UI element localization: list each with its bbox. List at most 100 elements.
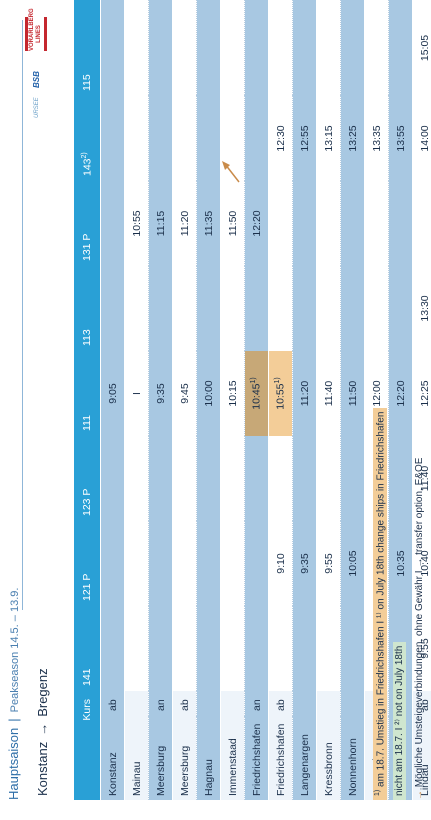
- departure-time: [172, 0, 197, 96]
- departure-time: [244, 436, 269, 521]
- station-row: Kressbronn 9:55 11:40 13:15: [316, 0, 341, 800]
- departure-time: 13:30: [412, 266, 431, 351]
- course-113: 113: [74, 266, 101, 351]
- station-row: Meersburg ab 9:45 11:20: [172, 0, 197, 800]
- departure-time: 11:50: [340, 351, 365, 436]
- departure-time: 10:00: [196, 351, 221, 436]
- departure-time: [100, 436, 125, 521]
- departure-time: [292, 181, 317, 266]
- kurs-label: Kurs: [74, 691, 101, 800]
- station-row: Langenargen 9:35 11:20 12:55: [292, 0, 317, 800]
- station-direction: ab: [268, 691, 293, 717]
- departure-time: [412, 181, 431, 266]
- departure-time: 11:50: [220, 181, 245, 266]
- station-name: Friedrichshafen: [244, 717, 269, 800]
- departure-time: [124, 266, 149, 351]
- departure-time: [196, 606, 221, 691]
- departure-time: [196, 96, 221, 181]
- departure-time: [172, 606, 197, 691]
- departure-time: [244, 266, 269, 351]
- departure-time: [268, 436, 293, 521]
- vorarlberg-lines-logo: VORARLBERG LINES: [24, 8, 54, 51]
- departure-time: [148, 0, 173, 96]
- station-name: Meersburg: [172, 717, 197, 800]
- departure-time: 11:15: [148, 181, 173, 266]
- departure-time: [316, 181, 341, 266]
- route-from: Konstanz: [35, 741, 50, 796]
- departure-time: [340, 266, 365, 351]
- course-143: 1432): [74, 96, 101, 181]
- departure-time: [364, 266, 389, 351]
- departure-time: 12:20: [388, 351, 413, 436]
- departure-time: [172, 96, 197, 181]
- course-header-row: Kurs 141 121 P 123 P 111 113 131 P 1432)…: [74, 0, 101, 800]
- departure-time: [364, 0, 389, 96]
- departure-time: [268, 606, 293, 691]
- departure-time: 13:55: [388, 96, 413, 181]
- station-direction: ab: [172, 691, 197, 717]
- departure-time: [340, 606, 365, 691]
- departure-time: [292, 266, 317, 351]
- departure-time: 13:25: [340, 96, 365, 181]
- departure-time: [124, 606, 149, 691]
- station-name: Immenstaad: [220, 717, 245, 800]
- departure-time: [268, 0, 293, 96]
- station-name: Hagnau: [196, 717, 221, 800]
- departure-time: 10:05: [340, 521, 365, 606]
- departure-time: [148, 96, 173, 181]
- station-direction: [196, 691, 221, 717]
- departure-time: [220, 436, 245, 521]
- station-name: Konstanz: [100, 717, 125, 800]
- departure-time: [148, 436, 173, 521]
- route-arrow-icon: →: [35, 722, 50, 736]
- departure-time: [100, 181, 125, 266]
- route-title: Konstanz → Bregenz: [35, 668, 50, 796]
- departure-time: 10:35: [388, 521, 413, 606]
- departure-time: [292, 606, 317, 691]
- station-direction: ab: [100, 691, 125, 717]
- station-direction: [292, 691, 317, 717]
- station-name: Friedrichshafen: [268, 717, 293, 800]
- course-141: 141: [74, 606, 101, 691]
- station-direction: an: [148, 691, 173, 717]
- departure-time: [220, 266, 245, 351]
- sbs-logo: URSEE: [34, 97, 40, 118]
- departure-time: [172, 266, 197, 351]
- departure-time: [124, 96, 149, 181]
- station-direction: [124, 691, 149, 717]
- transfer-arrow-icon: [222, 161, 240, 183]
- departure-time: [244, 606, 269, 691]
- departure-time: [148, 266, 173, 351]
- footnote-1: 1) am 18.7. Umstieg in Friedrichshafen I…: [373, 407, 388, 800]
- course-131p: 131 P: [74, 181, 101, 266]
- departure-time: 13:15: [316, 96, 341, 181]
- departure-time: [148, 521, 173, 606]
- departure-time: [124, 0, 149, 96]
- departure-time: [172, 521, 197, 606]
- departure-time: [388, 181, 413, 266]
- route-to: Bregenz: [35, 668, 50, 717]
- departure-time: 11:20: [292, 351, 317, 436]
- departure-time: 14:00: [412, 96, 431, 181]
- departure-time: [268, 181, 293, 266]
- station-row: Mainau I 10:55: [124, 0, 149, 800]
- departure-time: 9:45: [172, 351, 197, 436]
- departure-time: [316, 436, 341, 521]
- station-direction: [340, 691, 365, 717]
- station-row: Hagnau 10:00 11:35: [196, 0, 221, 800]
- footnote-transfer: → Mögliche Umsteigeverbindungen, ohne Ge…: [414, 457, 425, 800]
- departure-time: [196, 521, 221, 606]
- departure-time: 12:20: [244, 181, 269, 266]
- departure-time: [244, 521, 269, 606]
- course-121p: 121 P: [74, 521, 101, 606]
- departure-time: [220, 521, 245, 606]
- departure-time: [340, 181, 365, 266]
- departure-time: 10:451): [244, 351, 269, 436]
- departure-time: [148, 606, 173, 691]
- departure-time: [100, 96, 125, 181]
- station-name: Meersburg: [148, 717, 173, 800]
- departure-time: [316, 606, 341, 691]
- departure-time: [364, 181, 389, 266]
- footnote-2: nicht am 18.7. I ²⁾ not on July 18th: [393, 641, 406, 800]
